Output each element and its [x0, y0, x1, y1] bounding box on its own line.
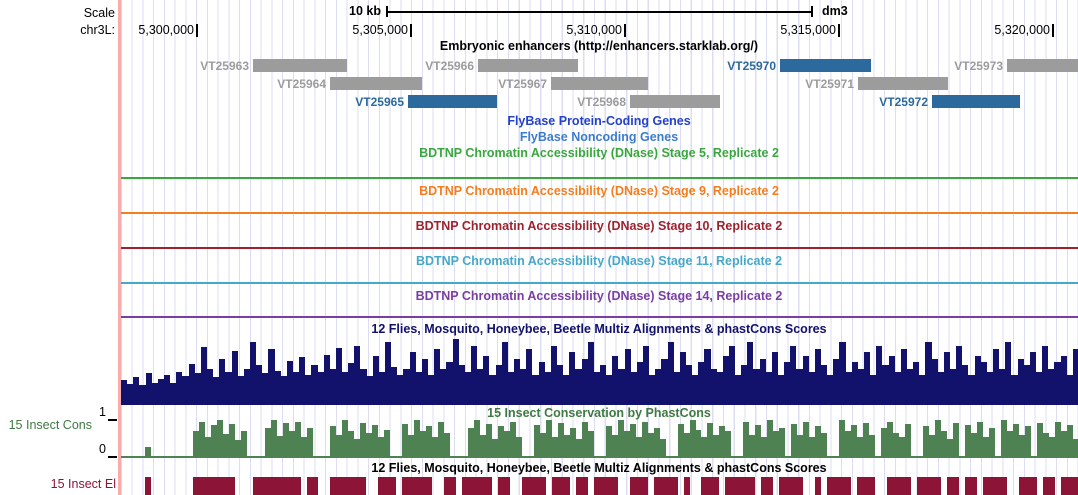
track-title-phastcons-title: 15 Insect Conservation by PhastCons	[487, 406, 711, 420]
scale-bar-right-tick	[811, 6, 813, 17]
track-baseline	[121, 282, 1078, 284]
track-baseline	[121, 212, 1078, 214]
coordinate-label: 5,310,000	[566, 23, 622, 37]
enhancer-VT25965[interactable]	[408, 95, 497, 108]
coordinate-label: 5,305,000	[352, 23, 408, 37]
enhancer-label-VT25968: VT25968	[577, 95, 626, 109]
assembly-label: dm3	[822, 4, 848, 18]
insect-cons-track-label[interactable]: 15 Insect Cons	[8, 418, 92, 432]
enhancer-label-VT25971: VT25971	[805, 77, 854, 91]
enhancer-label-VT25964: VT25964	[277, 77, 326, 91]
track-title-multiz-title-1: 12 Flies, Mosquito, Honeybee, Beetle Mul…	[371, 322, 827, 336]
enhancer-label-VT25970: VT25970	[727, 59, 776, 73]
enhancer-VT25971[interactable]	[858, 77, 948, 90]
phastcons-axis-max-tick	[108, 419, 117, 421]
coordinate-label: 5,300,000	[138, 23, 194, 37]
enhancer-VT25966[interactable]	[478, 59, 578, 72]
phastcons-axis-min-tick	[108, 456, 117, 458]
enhancer-label-VT25966: VT25966	[425, 59, 474, 73]
coordinate-tick	[624, 24, 626, 37]
enhancer-VT25972[interactable]	[932, 95, 1020, 108]
enhancer-label-VT25972: VT25972	[879, 95, 928, 109]
scale-bar-line	[386, 11, 813, 13]
insect-el-track-label[interactable]: 15 Insect El	[50, 477, 116, 491]
multiz-histogram[interactable]	[121, 339, 1078, 405]
scale-bar-left-tick	[386, 6, 388, 17]
enhancer-VT25970[interactable]	[780, 59, 871, 72]
elements-histogram[interactable]	[121, 477, 1078, 495]
enhancer-label-VT25973: VT25973	[954, 59, 1003, 73]
scale-bar-label: 10 kb	[349, 4, 381, 18]
scale-row-label: Scale	[83, 6, 115, 20]
coordinate-label: 5,320,000	[994, 23, 1050, 37]
track-baseline	[121, 177, 1078, 179]
enhancer-label-VT25967: VT25967	[498, 77, 547, 91]
coordinate-tick	[410, 24, 412, 37]
coordinate-tick	[196, 24, 198, 37]
track-title-bdtnp-stage11: BDTNP Chromatin Accessibility (DNase) St…	[415, 254, 783, 268]
chromosome-label: chr3L:	[80, 23, 115, 37]
enhancer-VT25968[interactable]	[630, 95, 720, 108]
enhancer-VT25967[interactable]	[551, 77, 648, 90]
phastcons-axis-max: 1	[99, 405, 106, 419]
track-title-bdtnp-stage5: BDTNP Chromatin Accessibility (DNase) St…	[419, 146, 779, 160]
coordinate-tick	[838, 24, 840, 37]
enhancer-VT25963[interactable]	[253, 59, 347, 72]
track-title-flybase-noncoding: FlyBase Noncoding Genes	[519, 130, 679, 144]
left-boundary-guideline	[118, 0, 121, 495]
track-title-bdtnp-stage14: BDTNP Chromatin Accessibility (DNase) St…	[415, 289, 783, 303]
enhancer-VT25964[interactable]	[330, 77, 422, 90]
enhancer-label-VT25965: VT25965	[355, 95, 404, 109]
phastcons-histogram[interactable]	[121, 420, 1078, 458]
track-title-bdtnp-stage9: BDTNP Chromatin Accessibility (DNase) St…	[419, 184, 779, 198]
enhancer-label-VT25963: VT25963	[200, 59, 249, 73]
coordinate-label: 5,315,000	[780, 23, 836, 37]
phastcons-axis-min: 0	[99, 442, 106, 456]
track-title-flybase-protein-coding: FlyBase Protein-Coding Genes	[507, 114, 691, 128]
track-title-bdtnp-stage10: BDTNP Chromatin Accessibility (DNase) St…	[415, 219, 783, 233]
track-baseline	[121, 316, 1078, 318]
track-baseline	[121, 247, 1078, 249]
enhancer-VT25973[interactable]	[1007, 59, 1078, 72]
track-title-multiz-title-2: 12 Flies, Mosquito, Honeybee, Beetle Mul…	[371, 461, 827, 475]
coordinate-tick	[1052, 24, 1054, 37]
track-title-enhancer-title: Embryonic enhancers (http://enhancers.st…	[439, 39, 759, 53]
